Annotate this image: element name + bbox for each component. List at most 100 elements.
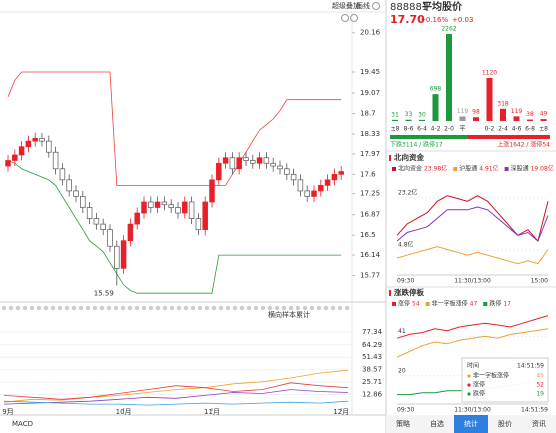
tooltip-dot xyxy=(467,392,471,396)
x-tick-label: 4-2 xyxy=(431,126,441,133)
y-tick-label: 20.16 xyxy=(360,29,381,37)
series-line xyxy=(3,400,349,406)
marker-dot xyxy=(330,305,336,311)
x-tick-label: 09:30 xyxy=(397,278,414,285)
candle-body xyxy=(25,140,32,148)
tab-label[interactable]: 策略 xyxy=(396,419,410,428)
value-label: 38 xyxy=(526,111,534,118)
value-label: 1120 xyxy=(482,69,497,76)
marker-dot xyxy=(43,305,49,311)
value-label: 119 xyxy=(511,108,523,115)
legend-swatch xyxy=(453,167,458,171)
zoom-button[interactable] xyxy=(372,2,380,10)
candle-body xyxy=(93,218,100,225)
marker-dot xyxy=(92,305,98,311)
candle-body xyxy=(32,138,38,142)
y-tick-label: 15.77 xyxy=(360,272,380,280)
x-tick-label: 2-0 xyxy=(444,126,454,133)
marker-dot xyxy=(85,305,91,311)
section-title: 涨跌停板 xyxy=(394,287,424,297)
bar xyxy=(527,119,533,121)
candle-body xyxy=(100,223,106,230)
marker-dot xyxy=(253,305,259,311)
candle-body xyxy=(141,201,147,214)
marker-dot xyxy=(225,305,231,311)
y-tick-label: 41 xyxy=(398,328,406,335)
series-line xyxy=(396,246,549,265)
value-label: 698 xyxy=(430,86,442,93)
y-tick-label: 17.97 xyxy=(360,150,380,158)
bar xyxy=(459,116,466,121)
x-tick-label: 4-6 xyxy=(512,126,522,133)
legend-value: 54 xyxy=(412,301,420,308)
toolbar-button[interactable]: 超级叠加 xyxy=(332,1,360,10)
tab-label[interactable]: 股价 xyxy=(498,420,512,428)
marker-dot xyxy=(246,305,252,311)
marker-dot xyxy=(218,305,224,311)
candle-body xyxy=(5,160,11,167)
x-tick-label: 10月 xyxy=(116,408,132,416)
low-annotation: 15.59 xyxy=(94,289,114,297)
legend-value: 19.08亿 xyxy=(531,165,554,173)
marker-dot xyxy=(309,305,315,311)
x-tick-label: 11:30/13:00 xyxy=(454,407,491,414)
x-tick-label: ±8 xyxy=(539,126,548,133)
marker-dot xyxy=(337,305,343,311)
candle-body xyxy=(188,201,195,219)
tooltip-value: 52 xyxy=(536,382,544,389)
marker-dot xyxy=(162,305,168,311)
x-tick-label: 15:00 xyxy=(531,278,548,285)
candle-body xyxy=(114,245,120,269)
marker-dot xyxy=(15,305,21,311)
x-tick-label: 12月 xyxy=(333,408,349,416)
candle-body xyxy=(52,151,59,170)
tab-active[interactable] xyxy=(454,415,488,433)
ratio-bar-up xyxy=(468,135,550,139)
y-tick-label: 18.7 xyxy=(360,109,376,117)
candle-body xyxy=(195,218,202,230)
marker-dot xyxy=(50,305,56,311)
x-tick-label: 2-4 xyxy=(498,126,508,133)
tooltip-name: 跌停 xyxy=(473,390,485,398)
candle-body xyxy=(216,162,222,181)
y-tick-label: 16.87 xyxy=(360,211,380,219)
x-tick-label: 14:51:59 xyxy=(521,407,548,414)
bar xyxy=(473,117,479,121)
section-title: 北向资金 xyxy=(394,152,424,162)
series-line xyxy=(7,160,342,294)
candle-body xyxy=(222,157,229,164)
tooltip-time: 14:51:59 xyxy=(517,363,544,370)
bar xyxy=(419,119,425,121)
candle-body xyxy=(80,196,86,208)
stock-code: 888881 xyxy=(390,2,428,13)
candle-body xyxy=(284,168,290,175)
zoom-button[interactable] xyxy=(341,14,349,22)
marker-dot xyxy=(36,305,42,311)
bar xyxy=(446,34,452,121)
candle-body xyxy=(18,146,25,156)
tab-label[interactable]: 资讯 xyxy=(532,419,546,428)
candle-body xyxy=(154,201,161,208)
tab-label[interactable]: 统计 xyxy=(464,419,478,428)
marker-dot xyxy=(197,305,203,311)
marker-dot xyxy=(302,305,308,311)
candle-body xyxy=(134,212,140,225)
indicator-label: MACD xyxy=(12,420,33,428)
legend-swatch xyxy=(392,302,396,306)
marker-dot xyxy=(281,305,287,311)
series-line xyxy=(3,382,349,400)
marker-dot xyxy=(183,305,189,311)
tooltip-name: 涨停 xyxy=(473,381,485,389)
tab-label[interactable]: 自选 xyxy=(430,419,444,428)
marker-dot xyxy=(204,305,210,311)
marker-dot xyxy=(232,305,238,311)
marker-dot xyxy=(190,305,196,311)
candle-body xyxy=(236,157,242,170)
y-tick-label: 16.14 xyxy=(360,251,381,259)
legend-label: 深股通 xyxy=(511,165,529,173)
legend-value: 23.98亿 xyxy=(424,165,447,173)
marker-dot xyxy=(260,305,266,311)
toolbar-button[interactable]: 画线 xyxy=(356,1,370,10)
zoom-button[interactable] xyxy=(350,14,358,22)
